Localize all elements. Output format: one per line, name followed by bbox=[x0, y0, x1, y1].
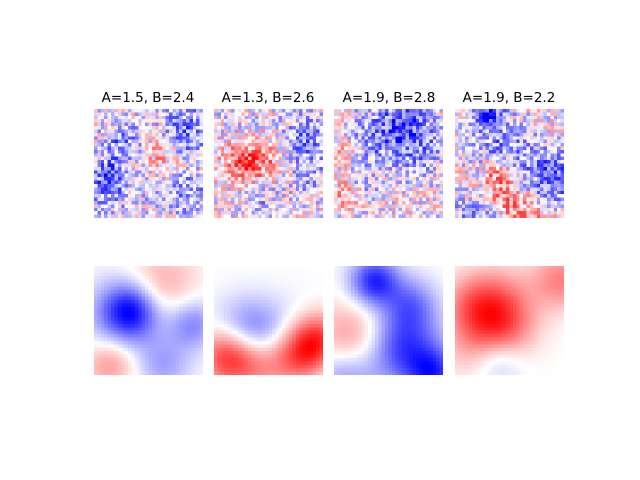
panel-title-1: A=1.5, B=2.4 bbox=[101, 90, 195, 106]
panel-title-3: A=1.9, B=2.8 bbox=[342, 90, 436, 106]
noisy-heatmap-1 bbox=[94, 109, 203, 218]
noisy-heatmap-3 bbox=[334, 109, 443, 218]
smoothed-heatmap-2 bbox=[214, 266, 323, 375]
panel-title-2: A=1.3, B=2.6 bbox=[221, 90, 315, 106]
smoothed-heatmap-4 bbox=[455, 266, 564, 375]
smoothed-heatmap-3 bbox=[334, 266, 443, 375]
smoothed-heatmap-1 bbox=[94, 266, 203, 375]
panel-title-4: A=1.9, B=2.2 bbox=[462, 90, 556, 106]
noisy-heatmap-4 bbox=[455, 109, 564, 218]
noisy-heatmap-2 bbox=[214, 109, 323, 218]
